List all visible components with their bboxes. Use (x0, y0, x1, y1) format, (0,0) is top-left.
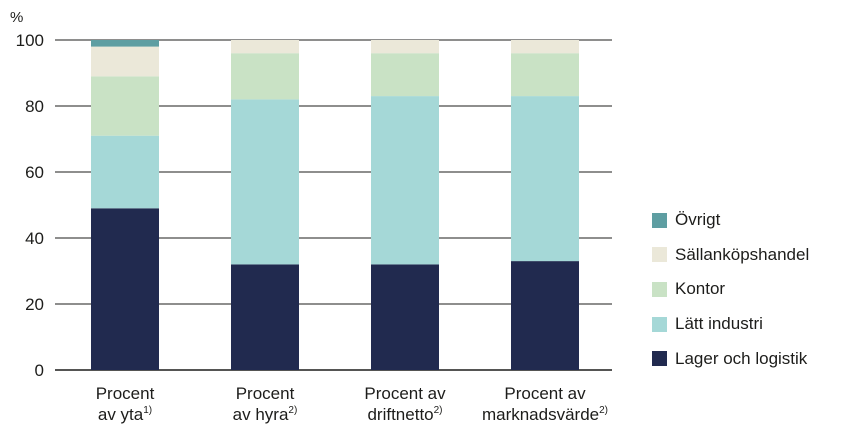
bar-segment (231, 99, 299, 265)
bar-segment (91, 76, 159, 136)
bars (91, 40, 579, 370)
x-axis-labels: Procent av yta1) Procent av hyra2) Procent a… (96, 384, 608, 424)
legend-label: Lätt industri (675, 314, 763, 334)
y-tick-label: 40 (25, 229, 44, 248)
legend-item: Lager och logistik (652, 341, 809, 376)
y-tick-label: 0 (35, 361, 44, 380)
legend-item: Övrigt (652, 203, 809, 238)
legend-swatch (652, 316, 667, 332)
x-category-label: Procent av yta1) (96, 384, 155, 424)
legend-label: Lager och logistik (675, 348, 808, 368)
legend-swatch (652, 247, 667, 263)
y-tick-label: 60 (25, 163, 44, 182)
legend-swatch (652, 212, 667, 228)
bar-segment (511, 53, 579, 97)
bar-segment (231, 40, 299, 54)
y-tick-label: 80 (25, 97, 44, 116)
bar-segment (511, 96, 579, 262)
legend: Övrigt Sällanköpshandel Kontor Lätt industr… (652, 203, 809, 376)
bar-segment (231, 53, 299, 100)
bar-segment (371, 40, 439, 54)
y-tick-label: 20 (25, 295, 44, 314)
y-tick-label: 100 (16, 31, 44, 50)
bar-segment (91, 208, 159, 370)
legend-label: Kontor (675, 279, 726, 299)
bar-segment (371, 53, 439, 97)
bar-segment (511, 40, 579, 54)
bar-segment (91, 40, 159, 47)
bar-segment (371, 96, 439, 265)
legend-item: Lätt industri (652, 307, 809, 342)
bar-segment (511, 261, 579, 370)
y-axis-ticks: 0 20 40 60 80 100 (16, 31, 44, 380)
legend-swatch (652, 281, 667, 297)
legend-item: Kontor (652, 272, 809, 307)
y-axis-unit-label: % (10, 9, 23, 26)
x-category-label: Procent av marknadsvärde2) (482, 384, 608, 424)
legend-swatch (652, 351, 667, 367)
legend-item: Sällanköpshandel (652, 238, 809, 273)
bar-segment (91, 135, 159, 209)
bar-segment (231, 264, 299, 370)
x-category-label: Procent av driftnetto2) (364, 384, 446, 424)
bar-segment (91, 46, 159, 77)
x-category-label: Procent av hyra2) (233, 384, 298, 424)
legend-label: Sällanköpshandel (675, 244, 810, 264)
bar-segment (371, 264, 439, 370)
legend-label: Övrigt (675, 210, 721, 230)
